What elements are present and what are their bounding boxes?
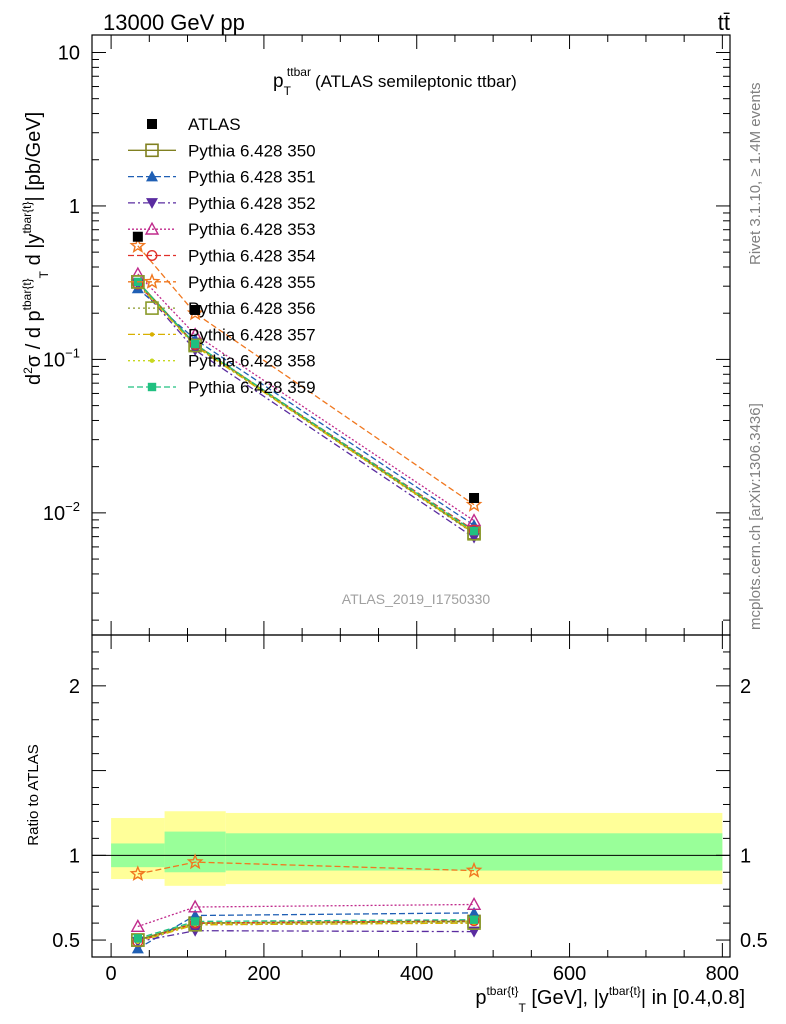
legend-marker-9 <box>147 382 157 392</box>
series-point-ratio-9 <box>469 915 479 924</box>
series-point-top-9 <box>469 526 479 536</box>
legend-label-9: Pythia 6.428 359 <box>188 378 316 397</box>
series-line-top-5 <box>137 245 475 506</box>
top-y-axis-label: d2σ / d ptbar{t}T d |ytbar{t}| [pb/GeV] <box>20 112 51 385</box>
y-tick-label-bottom-right: 0.5 <box>740 930 768 952</box>
data-point-atlas <box>190 304 201 315</box>
series-point-top-9 <box>190 339 200 349</box>
legend-marker-4 <box>146 249 158 261</box>
series-point-top-5 <box>129 236 147 253</box>
series-line-top-4 <box>137 283 475 531</box>
plot-title-sub: T <box>284 84 292 98</box>
series-point-ratio-5 <box>186 853 204 870</box>
series-line-ratio-5 <box>137 861 475 875</box>
legend-marker-5 <box>143 273 161 289</box>
legend-marker-7 <box>149 332 155 337</box>
legend-label-0: Pythia 6.428 350 <box>188 141 316 160</box>
y-tick-label-bottom-left: 1 <box>69 845 80 867</box>
series-point-top-2 <box>468 532 481 544</box>
legend-marker-8 <box>149 358 155 363</box>
y-tick-label-bottom-left: 0.5 <box>52 930 80 952</box>
series-point-ratio-3 <box>130 919 146 932</box>
series-point-ratio-9 <box>190 917 200 926</box>
y-tick-label-top: 10 <box>58 42 80 64</box>
x-axis-label: ptbar{t}T [GeV], |ytbar{t}| in [0.4,0.8] <box>475 984 745 1015</box>
x-tick-label: 600 <box>553 963 586 985</box>
analysis-watermark: ATLAS_2019_I1750330 <box>342 591 491 607</box>
bottom-panel-frame <box>91 634 731 958</box>
legend-label-5: Pythia 6.428 355 <box>188 273 316 292</box>
series-point-top-6 <box>188 338 202 353</box>
legend-marker-atlas <box>147 119 157 129</box>
series-point-ratio-3 <box>466 897 482 910</box>
legend-label-4: Pythia 6.428 354 <box>188 247 316 266</box>
series-point-ratio-9 <box>133 934 143 943</box>
series-point-ratio-6 <box>131 933 145 947</box>
header-process-label: tt̄ <box>718 10 730 35</box>
y-tick-label-bottom-left: 2 <box>69 676 80 698</box>
series-line-top-0 <box>137 281 475 534</box>
y-tick-label-bottom-right: 1 <box>740 845 751 867</box>
legend-label-2: Pythia 6.428 352 <box>188 194 316 213</box>
legend-marker-2 <box>146 198 158 209</box>
y-tick-label-top: 10−2 <box>43 499 80 525</box>
header-energy-label: 13000 GeV pp <box>103 10 245 35</box>
plot-title-rest: (ATLAS semileptonic ttbar) <box>315 72 517 91</box>
series-line-ratio-7 <box>137 922 475 943</box>
x-tick-label: 400 <box>400 963 433 985</box>
series-line-ratio-2 <box>137 930 475 943</box>
legend-label-7: Pythia 6.428 357 <box>188 325 316 344</box>
data-point-atlas <box>132 231 143 242</box>
series-point-ratio-5 <box>465 861 483 878</box>
y-tick-label-bottom-right: 2 <box>740 676 751 698</box>
series-line-top-9 <box>137 281 475 532</box>
series-point-ratio-1 <box>131 942 144 954</box>
legend-marker-1 <box>146 170 158 182</box>
series-point-ratio-3 <box>187 899 203 913</box>
series-line-ratio-3 <box>137 903 475 928</box>
plot-title: pTttbar (ATLAS semileptonic ttbar) <box>273 65 517 98</box>
mcplots-label: mcplots.cern.ch [arXiv:1306.3436] <box>747 403 764 630</box>
x-tick-label: 0 <box>106 963 117 985</box>
series-point-ratio-1 <box>468 906 481 918</box>
legend-label-atlas: ATLAS <box>188 115 241 134</box>
legend-label-8: Pythia 6.428 358 <box>188 352 316 371</box>
x-tick-label: 800 <box>706 963 739 985</box>
legend-marker-0 <box>145 143 159 158</box>
y-tick-label-top: 1 <box>69 196 80 218</box>
legend-label-1: Pythia 6.428 351 <box>188 168 316 187</box>
plot-title-main: p <box>273 71 284 92</box>
bottom-y-axis-label: Ratio to ATLAS <box>25 744 42 845</box>
series-point-top-3 <box>130 266 146 280</box>
series-line-top-1 <box>137 287 475 526</box>
plot-title-sup: ttbar <box>287 65 311 79</box>
rivet-version-label: Rivet 3.1.10, ≥ 1.4M events <box>747 83 764 266</box>
uncertainty-bands <box>111 811 723 886</box>
legend-label-6: Pythia 6.428 356 <box>188 299 316 318</box>
legend: ATLAS Pythia 6.428 350 Pythia 6.428 351 Pyt… <box>128 115 316 397</box>
legend-marker-6 <box>145 301 159 315</box>
series-point-ratio-5 <box>129 865 147 882</box>
y-tick-label-top: 10−1 <box>43 345 80 371</box>
x-tick-label: 200 <box>247 963 280 985</box>
series-line-top-2 <box>137 283 475 539</box>
legend-marker-3 <box>144 221 160 235</box>
data-point-atlas <box>469 492 480 503</box>
axis-ticks: 10 1 10−1 10−2 0.5 0.5 1 1 2 2 0 200 400 600 800 <box>43 35 768 985</box>
legend-label-3: Pythia 6.428 353 <box>188 220 316 239</box>
